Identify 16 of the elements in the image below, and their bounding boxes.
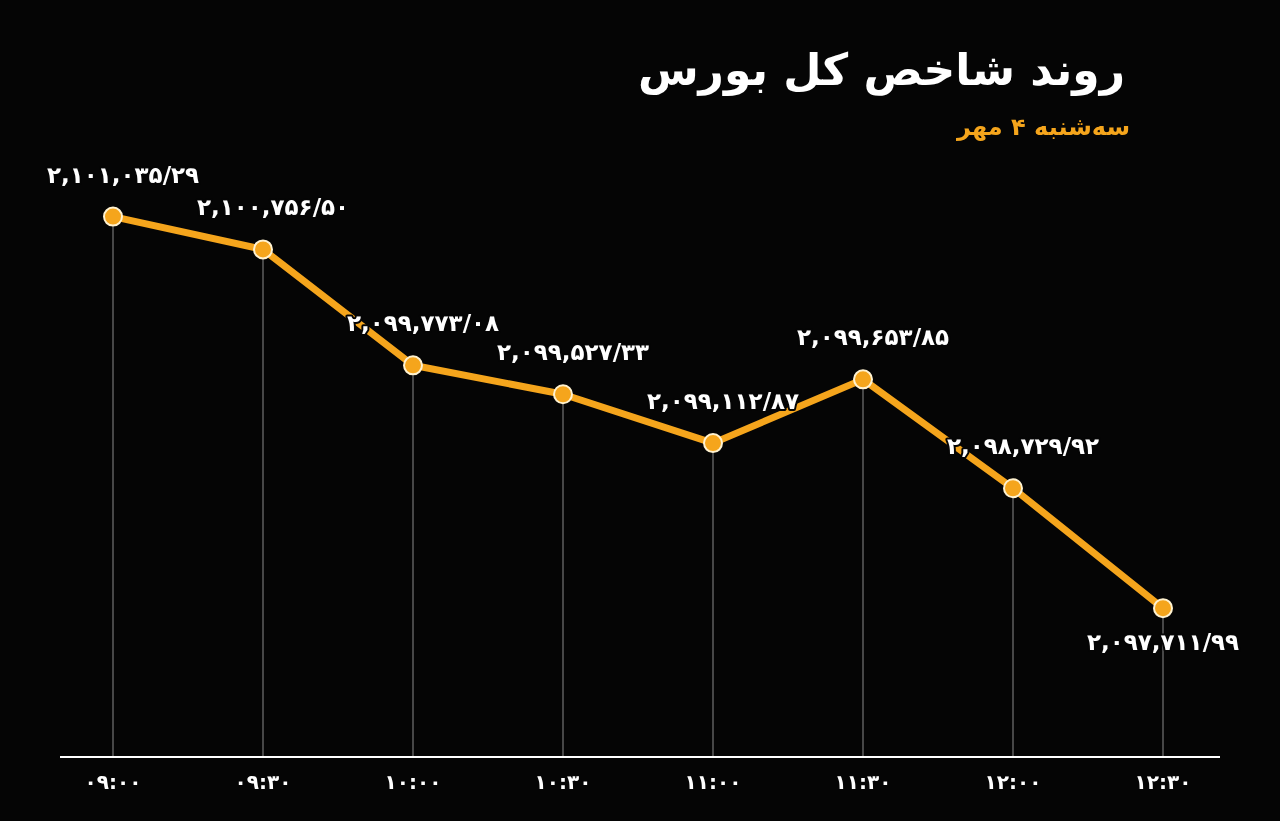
x-tick-label: ۱۰:۰۰ bbox=[384, 770, 442, 794]
x-tick-label: ۱۲:۳۰ bbox=[1134, 770, 1192, 794]
x-tick-label: ۰۹:۳۰ bbox=[234, 770, 292, 794]
data-label: ۲,۰۹۹,۶۵۳/۸۵ bbox=[796, 324, 950, 351]
data-label: ۲,۰۹۹,۱۱۲/۸۷ bbox=[646, 388, 800, 415]
data-label: ۲,۱۰۱,۰۳۵/۲۹ bbox=[46, 161, 200, 188]
data-label: ۲,۰۹۹,۵۲۷/۳۳ bbox=[496, 339, 650, 366]
x-tick-label: ۰۹:۰۰ bbox=[84, 770, 142, 794]
title: روند شاخص کل بورس bbox=[637, 44, 1125, 95]
x-tick-label: ۱۱:۳۰ bbox=[834, 770, 892, 794]
x-tick-label: ۱۰:۳۰ bbox=[534, 770, 592, 794]
data-label: ۲,۱۰۰,۷۵۶/۵۰ bbox=[196, 194, 350, 221]
x-tick-label: ۱۱:۰۰ bbox=[684, 770, 742, 794]
subtitle: سه‌شنبه ۴ مهر bbox=[957, 113, 1130, 141]
data-label: ۲,۰۹۷,۷۱۱/۹۹ bbox=[1086, 629, 1240, 656]
x-tick-label: ۱۲:۰۰ bbox=[984, 770, 1042, 794]
